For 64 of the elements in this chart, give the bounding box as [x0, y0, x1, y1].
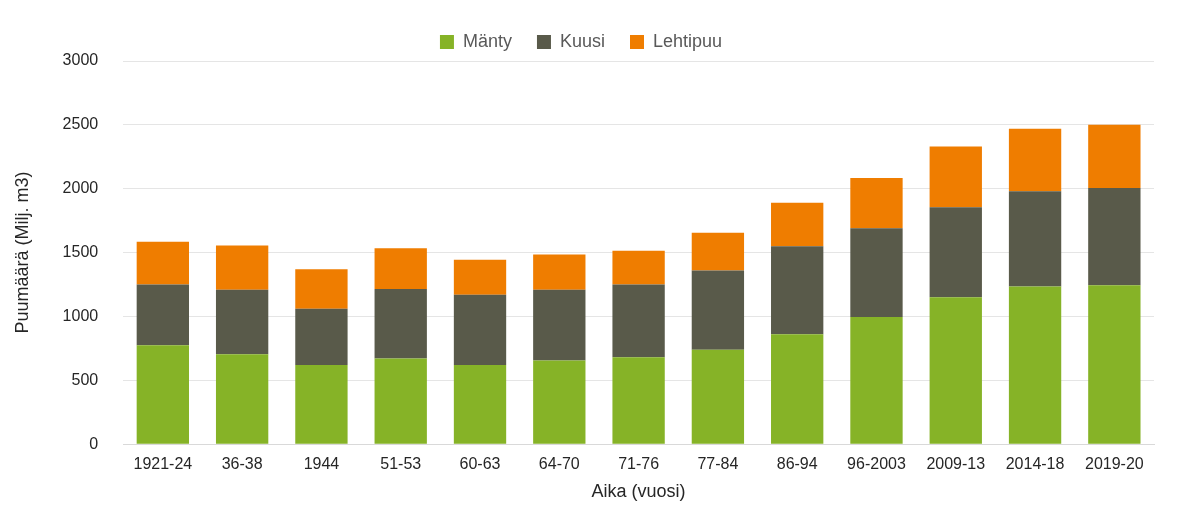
x-tick-label: 2014-18 [1005, 455, 1065, 473]
x-tick-label: 96-2003 [847, 455, 906, 473]
bar [771, 202, 824, 247]
x-tick-label: 2019-20 [1084, 455, 1144, 473]
y-tick-label: 2000 [62, 179, 99, 197]
bar [929, 297, 982, 444]
y-tick-label: 1500 [62, 243, 99, 261]
bar [612, 357, 665, 444]
bar [215, 354, 269, 444]
bar [1008, 191, 1062, 287]
bar [850, 177, 903, 229]
bar [295, 308, 348, 366]
bar [215, 289, 269, 355]
bar [215, 245, 269, 290]
legend-label: Lehtipuu [652, 30, 723, 51]
legend-label: Mänty [462, 30, 512, 51]
x-tick-label: 77-84 [697, 455, 739, 473]
bar [771, 334, 824, 444]
bar [929, 207, 982, 298]
bar [691, 232, 745, 271]
bar [850, 228, 903, 318]
y-tick-label: 500 [71, 370, 99, 388]
bar [374, 358, 427, 444]
y-tick-label: 0 [89, 434, 99, 452]
bar [374, 289, 427, 359]
bar [612, 250, 665, 285]
bar [612, 284, 665, 358]
bar [1088, 285, 1141, 444]
x-tick-label: 71-76 [618, 455, 660, 473]
x-tick-label: 1944 [303, 455, 340, 473]
y-tick-label: 3000 [62, 51, 99, 69]
x-axis-title: Aika (vuosi) [591, 481, 686, 502]
x-tick-label: 51-53 [380, 455, 422, 473]
legend-label: Kuusi [559, 30, 605, 51]
bar [533, 254, 586, 290]
y-axis-title: Puumäärä (Milj. m3) [11, 171, 32, 334]
bar [533, 289, 586, 361]
x-tick-label: 36-38 [221, 455, 263, 473]
bar [850, 317, 903, 444]
bar [136, 345, 190, 444]
y-tick-label: 2500 [62, 115, 99, 133]
bar [1088, 124, 1141, 189]
bar [691, 270, 745, 350]
bar [453, 259, 507, 295]
bar [453, 294, 507, 366]
bar [374, 248, 427, 289]
x-tick-label: 64-70 [538, 455, 580, 473]
x-tick-label: 1921-24 [133, 455, 193, 473]
x-tick-label: 2009-13 [926, 455, 986, 473]
bar [1008, 286, 1062, 444]
x-tick-label: 60-63 [459, 455, 501, 473]
bar [136, 241, 190, 285]
bar [295, 269, 348, 309]
bar [295, 365, 348, 444]
bar [691, 349, 745, 444]
x-tick-label: 86-94 [776, 455, 818, 473]
bar [771, 246, 824, 335]
y-tick-label: 1000 [62, 306, 99, 324]
bar [453, 365, 507, 444]
bar [929, 146, 982, 208]
bar [1008, 128, 1062, 192]
bar [1088, 188, 1141, 286]
bar [136, 284, 190, 346]
bar [533, 360, 586, 444]
